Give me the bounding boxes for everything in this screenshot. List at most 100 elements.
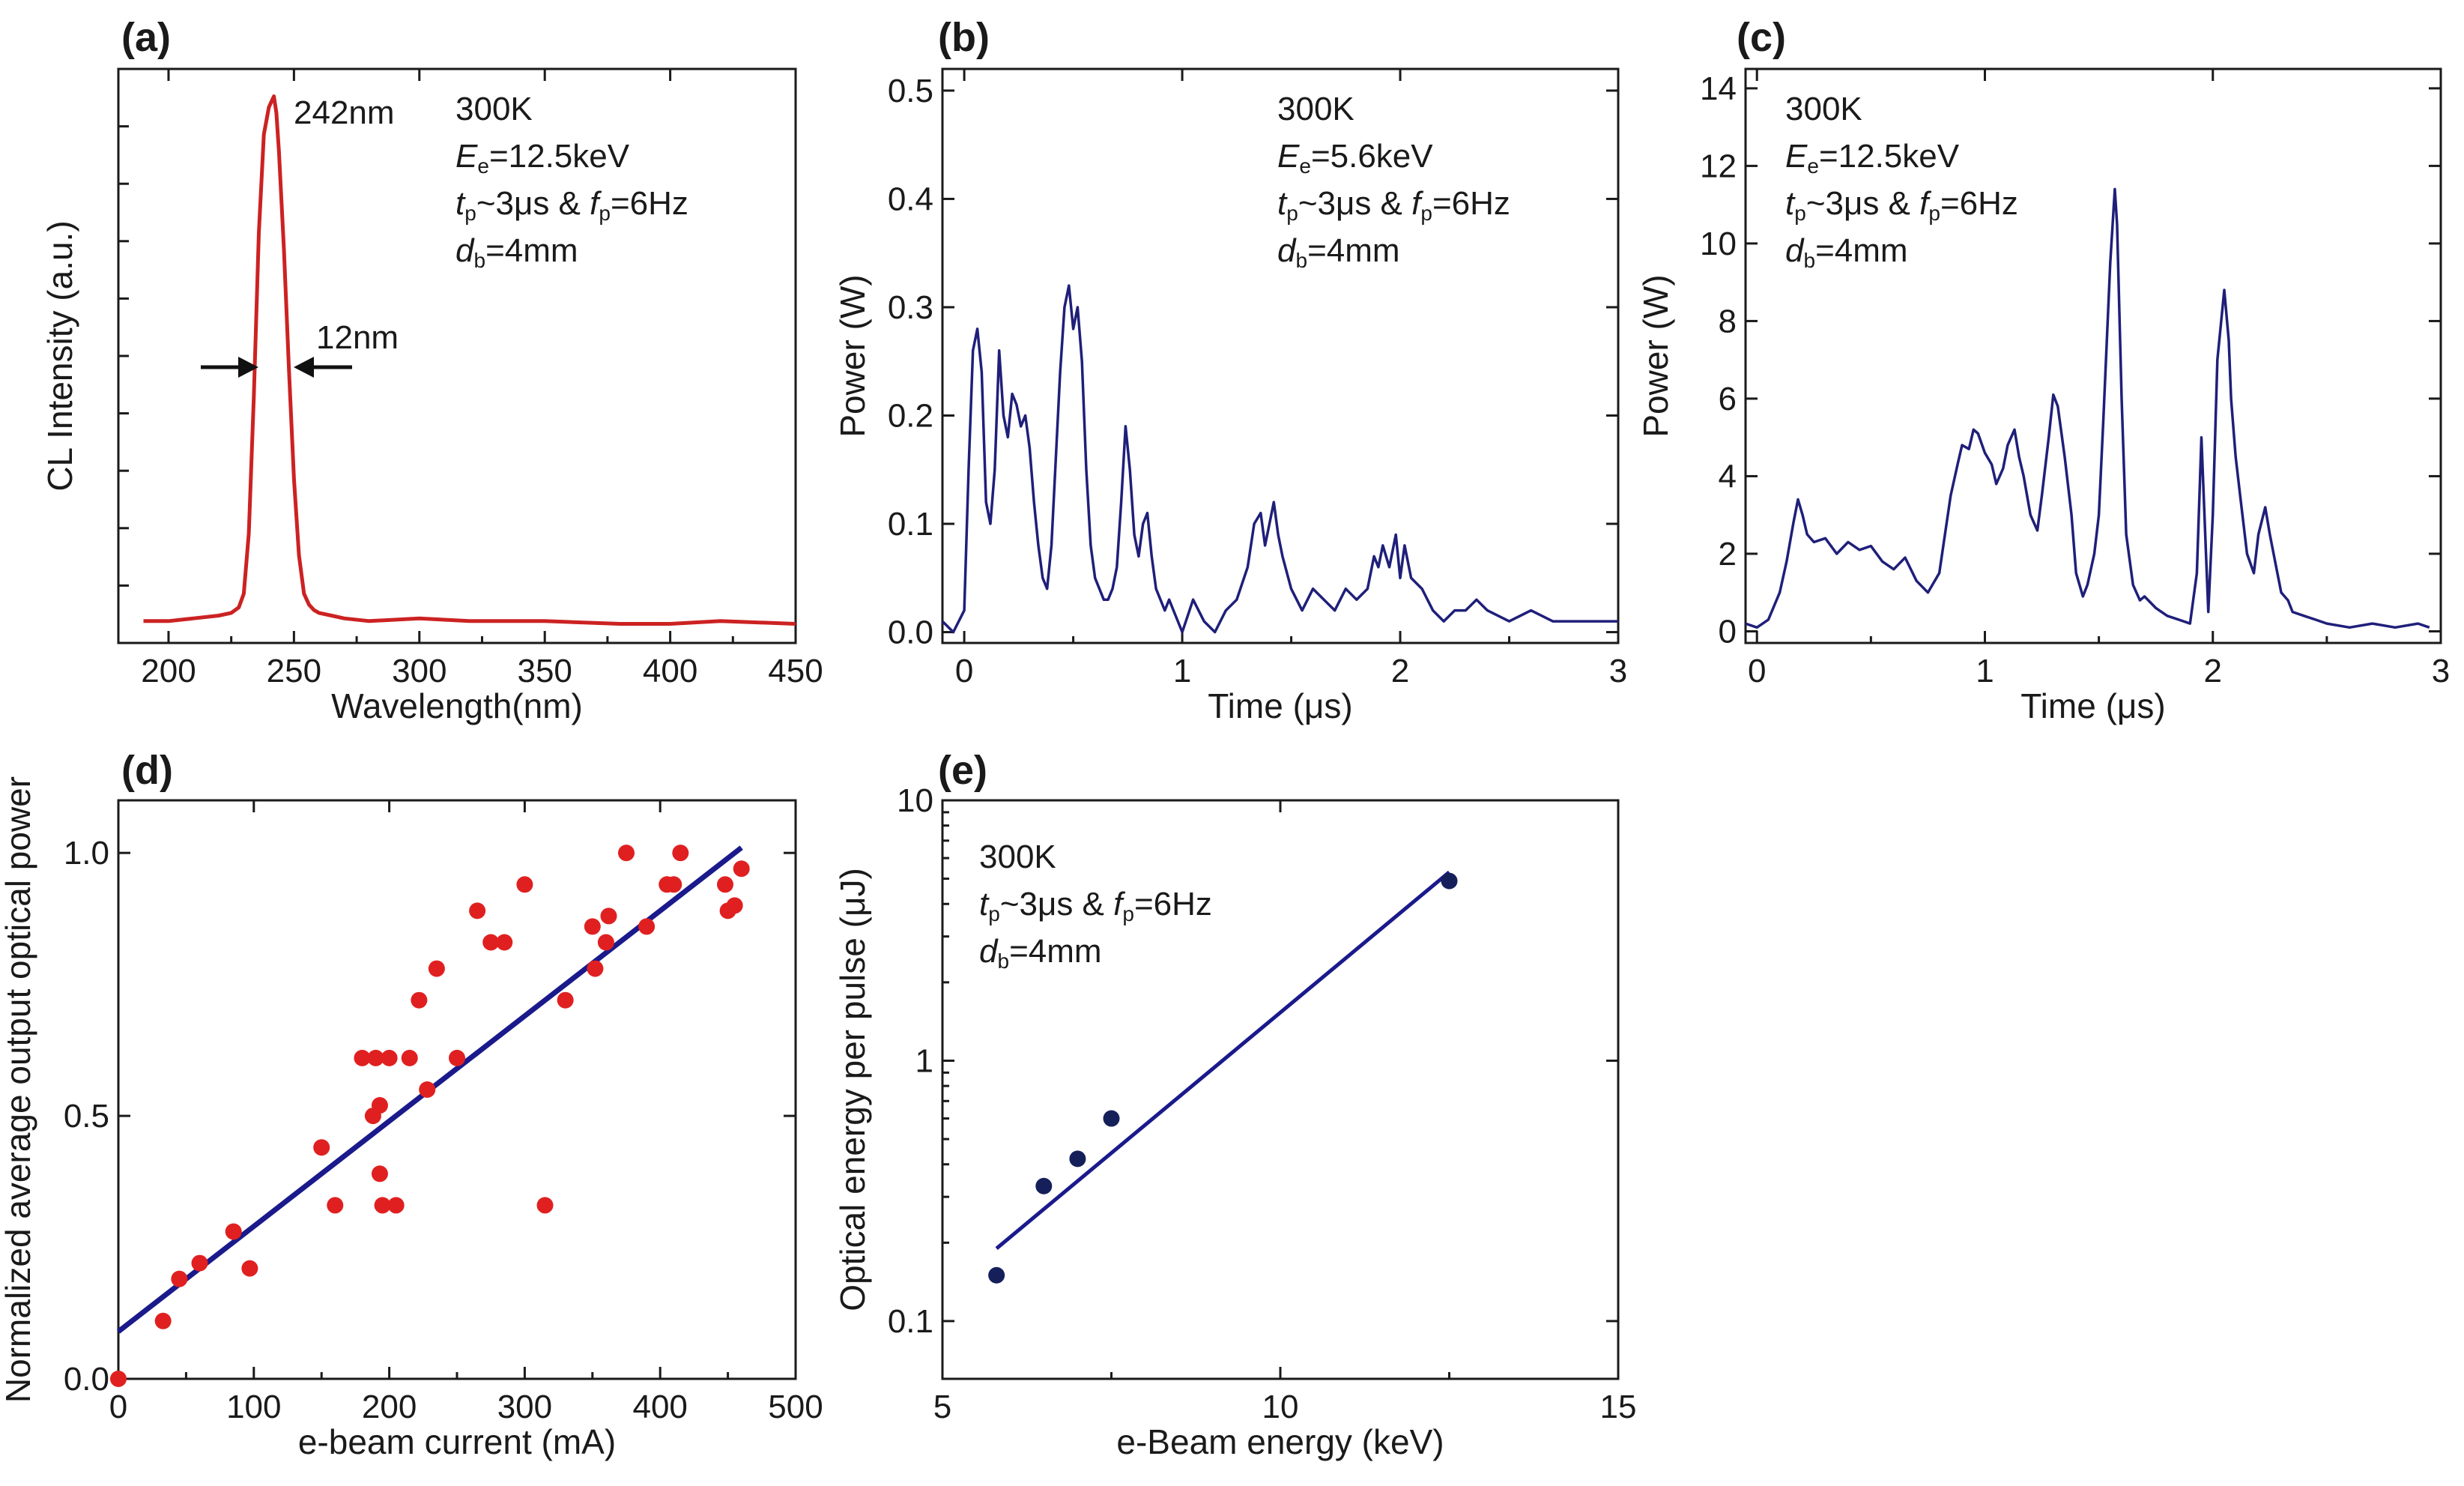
- data-point: [367, 1049, 384, 1066]
- panel-label: (b): [938, 15, 990, 60]
- data-point: [1103, 1110, 1120, 1127]
- data-point: [469, 902, 486, 919]
- panel-b: 0 1 2 3 0.0 0.1 0.2 0.3 0.4 0.5 Time (μs) Power (W)…: [833, 15, 1627, 725]
- annotation-line: db=4mm: [1277, 232, 1400, 272]
- panel-label: (e): [938, 748, 987, 793]
- x-tick-label: 1: [1976, 653, 1994, 689]
- fwhm-arrowhead-right: [294, 357, 314, 378]
- data-point: [726, 897, 743, 914]
- y-tick-label: 0.0: [888, 614, 933, 651]
- data-point: [587, 960, 604, 977]
- data-point: [354, 1049, 371, 1066]
- panel-label: (a): [121, 15, 171, 60]
- data-point: [600, 907, 617, 925]
- x-axis-title: Time (μs): [2020, 686, 2165, 725]
- data-point: [154, 1312, 172, 1329]
- x-tick-label: 200: [141, 653, 196, 689]
- y-tick-label: 0.4: [888, 181, 933, 217]
- data-point: [496, 934, 513, 951]
- y-tick-label: 1: [915, 1042, 933, 1079]
- power-trace-line: [941, 284, 1618, 634]
- x-tick-label: 450: [768, 653, 823, 689]
- data-point: [516, 876, 533, 893]
- data-point: [1441, 872, 1458, 890]
- data-point: [733, 860, 750, 878]
- data-point: [618, 845, 635, 862]
- panel-label: (d): [121, 748, 173, 793]
- data-point: [371, 1097, 388, 1114]
- y-tick-label: 8: [1719, 303, 1737, 339]
- x-tick-label: 300: [392, 653, 447, 689]
- annotation-line: 300K: [979, 839, 1056, 875]
- data-point: [191, 1254, 208, 1272]
- y-tick-label: 2: [1719, 536, 1737, 573]
- x-axis-title: e-beam current (mA): [298, 1422, 616, 1461]
- annotation-line: db=4mm: [455, 232, 578, 272]
- panel-a: 200 250 300 350 400 450 Wavelength(nm) CL Inten…: [40, 15, 823, 725]
- data-point: [225, 1223, 242, 1240]
- annotation-line: 300K: [1785, 91, 1862, 127]
- data-point: [584, 918, 601, 935]
- y-tick-label: 1.0: [64, 835, 109, 872]
- data-point: [241, 1260, 258, 1277]
- x-tick-label: 15: [1600, 1389, 1637, 1425]
- y-tick-label: 10: [1700, 226, 1737, 262]
- x-tick-label: 1: [1173, 653, 1191, 689]
- y-tick-label: 0.5: [888, 73, 933, 109]
- data-point: [482, 934, 500, 951]
- data-point: [110, 1371, 127, 1387]
- plot-frame: [1744, 67, 2442, 644]
- data-point: [716, 876, 733, 893]
- x-tick-label: 300: [497, 1389, 552, 1425]
- data-point: [411, 991, 428, 1009]
- fit-line: [995, 870, 1451, 1250]
- y-tick-label: 0.3: [888, 289, 933, 326]
- y-axis-title: Optical energy per pulse (μJ): [833, 868, 872, 1311]
- y-tick-label: 0: [1719, 613, 1737, 650]
- x-tick-label: 350: [517, 653, 572, 689]
- x-tick-label: 10: [1262, 1389, 1299, 1425]
- annotation-line: Ee=12.5keV: [1785, 138, 1960, 178]
- panel-d: 0 100 200 300 400 500 0.0 0.5 1.0 e-beam current …: [0, 748, 823, 1461]
- data-point: [597, 934, 614, 951]
- data-point: [387, 1197, 405, 1214]
- data-point: [557, 991, 574, 1009]
- annotation-line: db=4mm: [1785, 232, 1908, 272]
- panel-label: (c): [1737, 15, 1786, 60]
- y-tick-label: 0.1: [888, 506, 933, 543]
- y-tick-label: 14: [1700, 70, 1737, 107]
- data-point: [313, 1139, 330, 1156]
- x-tick-label: 2: [2203, 653, 2221, 689]
- data-point: [428, 960, 445, 977]
- x-tick-label: 2: [1391, 653, 1409, 689]
- annotation-line: 300K: [455, 91, 533, 127]
- data-point: [374, 1197, 391, 1214]
- power-trace-line: [1745, 187, 2430, 629]
- x-tick-label: 0: [955, 653, 973, 689]
- x-tick-label: 5: [933, 1389, 951, 1425]
- y-tick-label: 10: [897, 782, 933, 819]
- cl-spectrum-line: [143, 94, 796, 626]
- data-point: [401, 1049, 418, 1066]
- data-point: [371, 1165, 388, 1183]
- plot-frame: [941, 67, 1620, 644]
- x-tick-label: 250: [267, 653, 321, 689]
- annotation-line: Ee=12.5keV: [455, 138, 630, 178]
- y-tick-label: 6: [1719, 381, 1737, 417]
- data-point: [988, 1266, 1005, 1284]
- x-tick-label: 400: [643, 653, 697, 689]
- y-tick-label: 4: [1719, 458, 1737, 495]
- y-axis-title: CL Intensity (a.u.): [40, 220, 79, 491]
- data-point: [381, 1049, 398, 1066]
- annotation-line: tp~3μs & fp=6Hz: [1785, 185, 2018, 225]
- x-tick-label: 200: [362, 1389, 417, 1425]
- x-tick-label: 400: [632, 1389, 687, 1425]
- y-tick-label: 0.1: [888, 1303, 933, 1340]
- annotation-line: db=4mm: [979, 933, 1102, 973]
- data-point: [1069, 1150, 1086, 1168]
- fwhm-label: 12nm: [316, 319, 399, 356]
- annotation-line: 300K: [1277, 91, 1354, 127]
